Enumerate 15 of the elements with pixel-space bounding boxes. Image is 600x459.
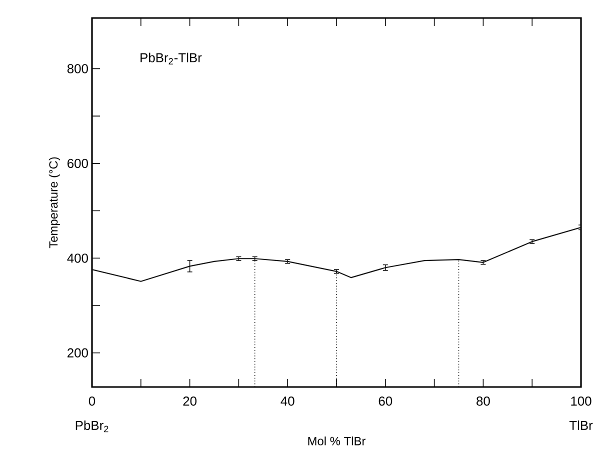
text: PbBr$_{2}$-TlBr [140, 52, 202, 64]
y-tick-label: 800 [67, 64, 88, 74]
x-tick-label: 40 [280, 396, 294, 406]
x-tick-label: 20 [183, 396, 196, 406]
y-tick-label: 600 [68, 158, 88, 168]
x-axis-title: Mol % TlBr [308, 436, 366, 446]
y-tick-label: 400 [67, 254, 88, 263]
x-tick-label: 100 [571, 396, 592, 406]
text: TlBr [569, 420, 593, 430]
x-tick-label: 60 [378, 396, 392, 406]
y-tick-label: 200 [68, 348, 88, 358]
x-tick-label: 80 [476, 396, 490, 406]
y-axis-title: Temperature (°C) [48, 157, 60, 248]
x-tick-label: 0 [88, 396, 96, 406]
text: PbBr$_{2}$ [76, 420, 108, 432]
